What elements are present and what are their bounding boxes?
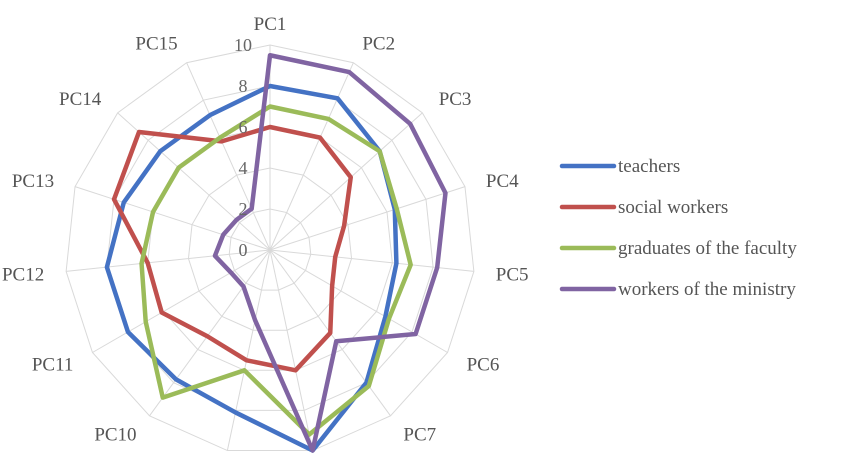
radial-tick-labels: 0 2 4 6 8 10 — [234, 35, 252, 260]
spoke-PC4 — [269, 186, 466, 251]
tick-label: 4 — [239, 158, 248, 178]
category-label: PC4 — [486, 171, 519, 192]
legend-item: teachers — [559, 156, 680, 177]
spoke-PC6 — [269, 249, 448, 353]
category-label: PC14 — [59, 89, 102, 110]
grid-ring-4 — [187, 167, 353, 331]
spoke-PC2 — [269, 62, 354, 251]
legend-label: graduates of the faculty — [618, 238, 797, 259]
grid-ring-2 — [228, 208, 312, 291]
legend-item: social workers — [559, 197, 728, 218]
spoke-PC13 — [74, 186, 271, 251]
tick-label: 2 — [239, 199, 248, 219]
category-labels: PC1PC2PC3PC4PC5PC6PC7PC8PC9PC10PC11PC12P… — [2, 14, 529, 464]
spoke-PC9 — [226, 249, 271, 451]
spoke-PC15 — [186, 62, 271, 251]
tick-label: 0 — [239, 240, 248, 260]
series-line-graduates-of-the-faculty — [139, 104, 413, 437]
radar-grid — [65, 44, 475, 452]
category-label: PC12 — [2, 265, 44, 286]
series-line-social-workers — [111, 124, 353, 373]
category-label: PC7 — [403, 425, 436, 446]
tick-label: 6 — [239, 117, 248, 137]
category-label: PC2 — [362, 34, 395, 55]
spoke-PC5 — [269, 249, 474, 272]
spoke-PC11 — [92, 249, 271, 353]
tick-label: 8 — [239, 76, 248, 96]
legend-item: workers of the ministry — [559, 279, 796, 300]
category-label: PC10 — [94, 425, 136, 446]
legend-label: workers of the ministry — [618, 279, 796, 300]
category-label: PC15 — [135, 34, 177, 55]
legend: teachers social workers graduates of the f… — [559, 156, 797, 300]
category-label: PC6 — [467, 355, 500, 376]
category-label: PC1 — [254, 14, 287, 35]
grid-ring-8 — [106, 85, 434, 411]
category-label: PC11 — [32, 355, 74, 376]
tick-label: 10 — [234, 35, 252, 55]
spoke-PC3 — [269, 112, 423, 251]
legend-item: graduates of the faculty — [559, 238, 797, 259]
category-label: PC3 — [439, 89, 472, 110]
category-label: PC13 — [12, 171, 54, 192]
legend-label: teachers — [618, 156, 680, 177]
spoke-PC12 — [66, 249, 271, 272]
radar-series — [104, 53, 448, 453]
spoke-PC10 — [149, 249, 271, 417]
spoke-PC8 — [269, 249, 314, 451]
spoke-PC14 — [117, 112, 271, 251]
category-label: PC5 — [496, 265, 529, 286]
grid-ring-10 — [65, 44, 475, 452]
legend-label: social workers — [618, 197, 728, 218]
series-line-workers-of-the-ministry — [212, 53, 448, 453]
